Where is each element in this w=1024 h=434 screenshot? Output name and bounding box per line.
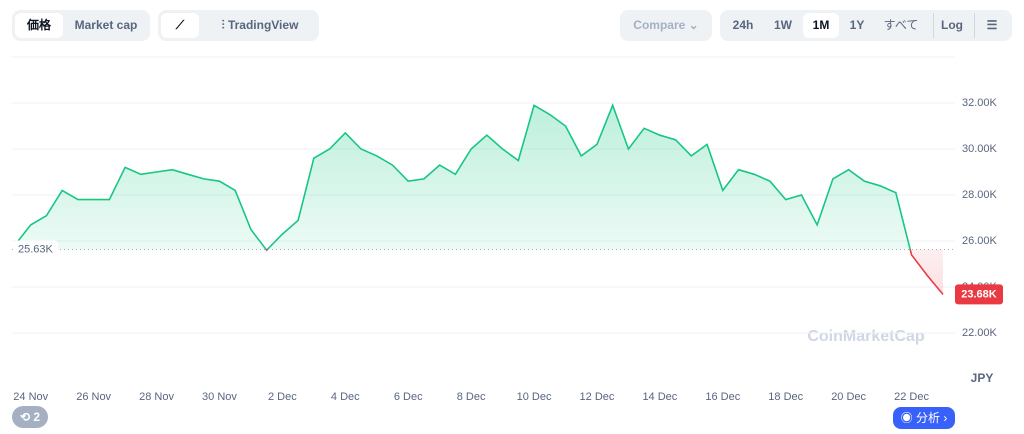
- analysis-button[interactable]: ◉ 分析 ›: [893, 407, 955, 429]
- last-price-label: 23.68K: [961, 288, 997, 300]
- range-button[interactable]: すべて: [883, 18, 919, 32]
- range-button[interactable]: 1Y: [849, 18, 865, 32]
- range-button[interactable]: 1M: [803, 13, 839, 38]
- badge[interactable]: ⟲ 2: [12, 406, 48, 428]
- tab[interactable]: 価格: [15, 13, 63, 38]
- log-button[interactable]: Log: [933, 13, 970, 38]
- range-button[interactable]: 1W: [774, 18, 792, 32]
- x-tick-label: 18 Dec: [768, 391, 803, 403]
- label: Compare: [633, 18, 686, 32]
- x-tick-label: 28 Nov: [139, 391, 174, 403]
- line-icon[interactable]: ⟋: [161, 13, 199, 38]
- price-line: [14, 103, 944, 295]
- x-tick-label: 26 Nov: [76, 391, 111, 403]
- y-tick-label: 30.00K: [962, 143, 998, 155]
- x-tick-label: 2 Dec: [268, 391, 297, 403]
- x-tick-label: 10 Dec: [517, 391, 552, 403]
- compare-button[interactable]: Compare ⌄: [633, 18, 699, 32]
- currency: JPY: [971, 371, 994, 385]
- label: TradingView: [227, 18, 299, 32]
- label: 分析: [915, 411, 940, 425]
- y-tick-label: 26.00K: [962, 235, 998, 247]
- y-tick-label: 22.00K: [962, 327, 998, 339]
- compare-group: [620, 10, 712, 41]
- x-tick-label: 14 Dec: [642, 391, 677, 403]
- price-area: [15, 105, 943, 295]
- badge-count: 2: [33, 410, 41, 424]
- y-tick-label: 32.00K: [962, 97, 998, 109]
- y-tick-label: 24.00K: [962, 281, 998, 293]
- x-tick-label: 4 Dec: [331, 391, 360, 403]
- reference-label: 25.63K: [18, 243, 54, 255]
- range-group: [720, 10, 1012, 41]
- x-tick-label: 20 Dec: [831, 391, 866, 403]
- y-tick-label: 28.00K: [962, 189, 998, 201]
- x-tick-label: 16 Dec: [705, 391, 740, 403]
- range-button[interactable]: 24h: [732, 18, 754, 32]
- x-tick-label: 30 Nov: [202, 391, 237, 403]
- settings-button[interactable]: ☰: [974, 13, 1009, 38]
- watermark: CoinMarketCap: [807, 328, 925, 345]
- tradingview-button[interactable]: ⫶ TradingView: [206, 13, 314, 38]
- reference-tag: [14, 240, 58, 257]
- x-tick-label: 6 Dec: [394, 391, 423, 403]
- icon: ⫶: [221, 18, 228, 32]
- x-tick-label: 22 Dec: [894, 391, 929, 403]
- last-price-tag: [955, 284, 1003, 305]
- tab[interactable]: Market cap: [74, 18, 138, 32]
- x-tick-label: 8 Dec: [457, 391, 486, 403]
- x-tick-label: 24 Nov: [13, 391, 48, 403]
- x-tick-label: 12 Dec: [580, 391, 615, 403]
